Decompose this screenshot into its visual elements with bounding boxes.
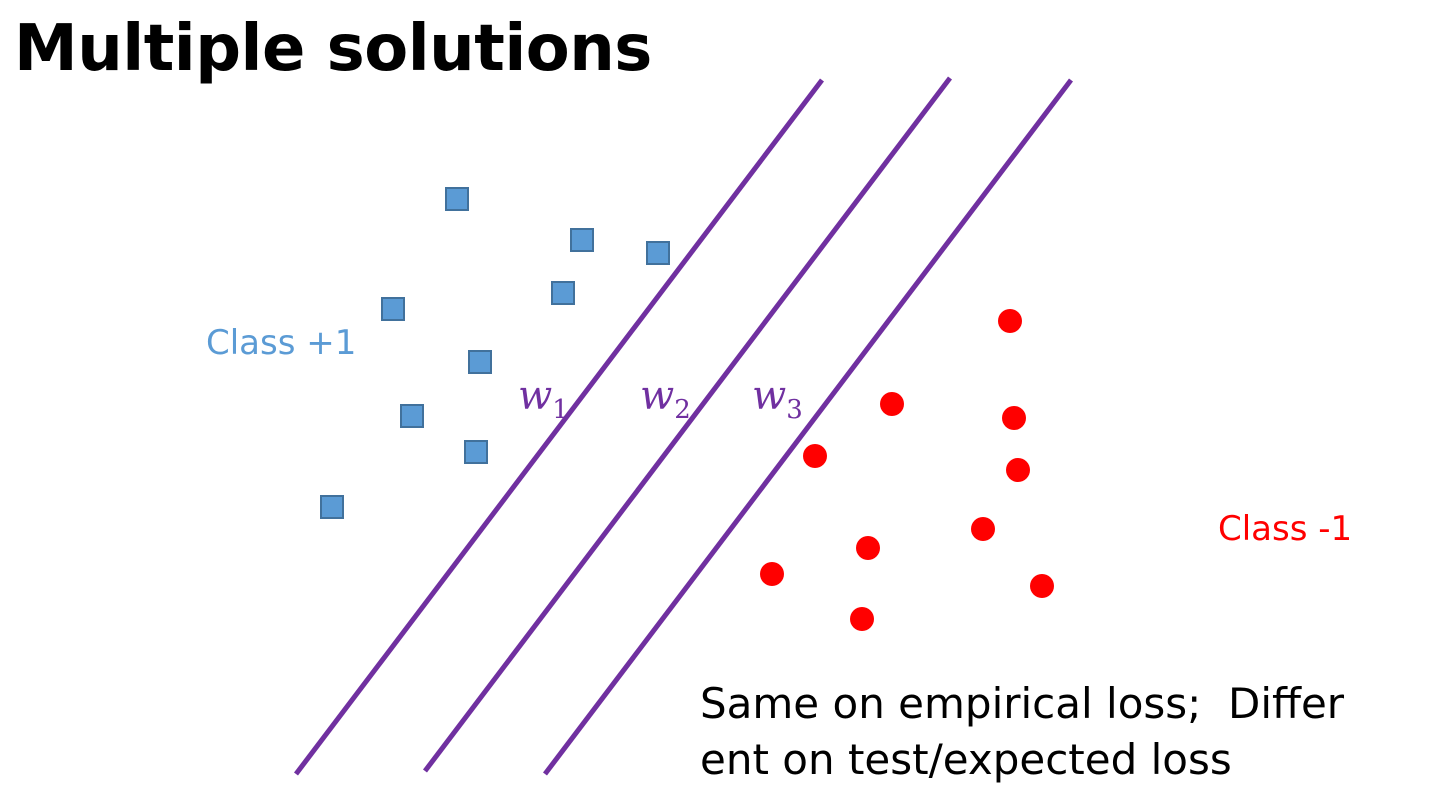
caption-line-1: Same on empirical loss; Differ — [700, 679, 1345, 728]
class-positive-point — [646, 241, 670, 265]
class-negative-point — [760, 562, 784, 586]
class-negative-point — [1006, 458, 1030, 482]
class-positive-point — [570, 228, 594, 252]
class-negative-point — [998, 309, 1022, 333]
class-negative-point — [971, 517, 995, 541]
class-positive-point — [400, 404, 424, 428]
class-negative-label: Class -1 — [1218, 509, 1352, 549]
class-negative-point — [803, 444, 827, 468]
class-negative-point — [1002, 406, 1026, 430]
class-positive-point — [320, 495, 344, 519]
class-negative-points — [760, 309, 1054, 631]
class-positive-point — [468, 350, 492, 374]
boundary-line-w1 — [294, 78, 824, 776]
class-positive-points — [320, 187, 670, 519]
decision-boundaries — [294, 76, 1073, 776]
boundary-line-w3 — [543, 78, 1073, 776]
boundary-line-w2 — [423, 76, 952, 773]
class-negative-point — [850, 607, 874, 631]
class-negative-point — [1030, 574, 1054, 598]
class-positive-label: Class +1 — [206, 323, 356, 363]
class-positive-point — [464, 440, 488, 464]
class-positive-point — [445, 187, 469, 211]
caption: Same on empirical loss; Differ ent on tes… — [700, 676, 1360, 788]
boundary-label-w3: w3 — [752, 373, 803, 425]
class-negative-point — [880, 392, 904, 416]
boundary-label-w2: w2 — [640, 373, 691, 425]
class-positive-point — [381, 297, 405, 321]
boundary-label-w1: w1 — [518, 373, 569, 425]
caption-line-2: ent on test/expected loss — [700, 735, 1232, 784]
class-negative-point — [856, 536, 880, 560]
class-positive-point — [551, 281, 575, 305]
slide-title: Multiple solutions — [14, 12, 652, 86]
